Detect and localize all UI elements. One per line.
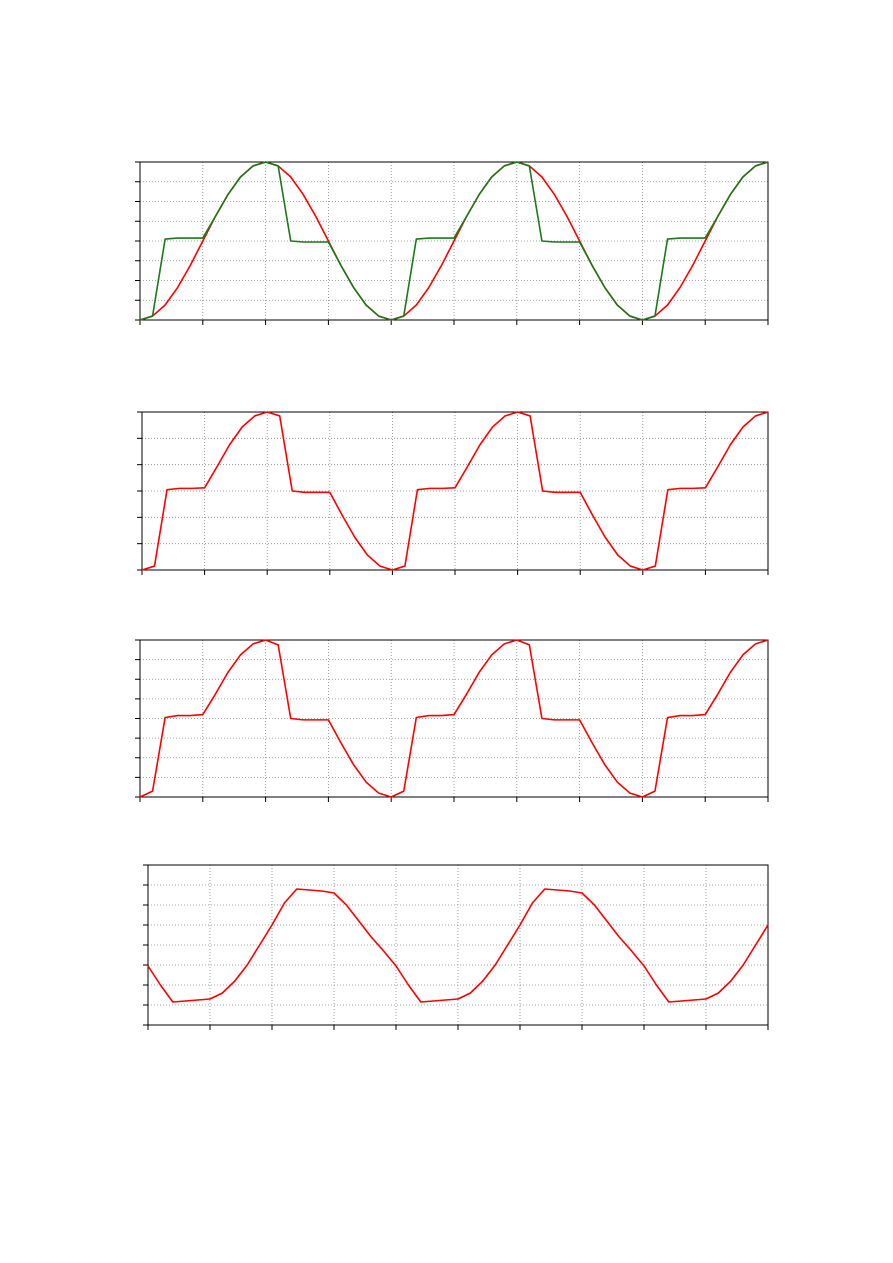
line-series [147,888,769,1003]
plot-frame [141,411,769,571]
plot-frame [147,864,769,1026]
plot-frame [139,639,769,798]
line-series [141,411,769,571]
line-series [139,639,769,798]
line-series [139,161,769,321]
plot-frame [139,161,769,321]
